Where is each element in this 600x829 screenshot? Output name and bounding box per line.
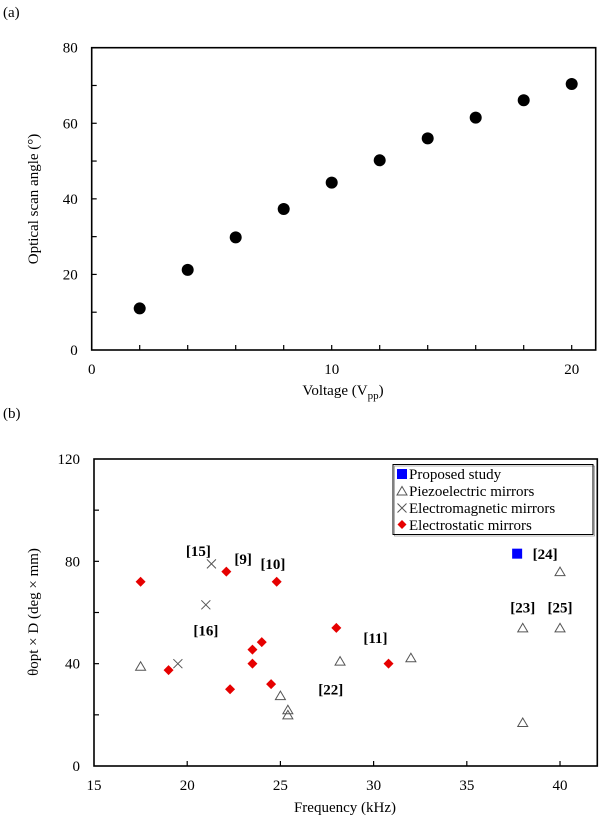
x-tick-label: 30 — [366, 778, 381, 794]
annotation-label: [15] — [186, 544, 211, 560]
annotation-label: [25] — [548, 601, 573, 617]
chart-b: 15 20 25 30 35 40 0 40 80 120 [15] [9] [10] [16] [22]… — [26, 452, 599, 816]
chart-b-x-axis-title: Frequency (kHz) — [294, 800, 396, 816]
data-point-piezoelectric-mirrors — [281, 709, 294, 720]
y-tick-label: 80 — [63, 41, 78, 57]
x-tick-label: 20 — [564, 362, 579, 378]
data-point-electrostatic-mirrors — [225, 684, 236, 695]
legend-item-electromagnetic: Electromagnetic mirrors — [397, 501, 555, 517]
data-point-electrostatic-mirrors — [247, 658, 258, 669]
y-tick-label: 80 — [65, 554, 80, 570]
annotation-label: [11] — [363, 631, 387, 647]
legend-item-electrostatic: Electrostatic mirrors — [397, 518, 532, 534]
red-diamond-icon — [397, 520, 407, 529]
data-point-electrostatic-mirrors — [331, 622, 342, 633]
legend-frame-shadow — [394, 465, 595, 537]
chart-b-annotations: [15] [9] [10] [16] [22] [11] [24] [23] [25] — [186, 544, 573, 698]
chart-b-tick-labels: 15 20 25 30 35 40 0 40 80 120 — [58, 452, 568, 794]
x-tick-label: 10 — [324, 362, 339, 378]
legend-label: Proposed study — [409, 467, 502, 483]
chart-b-points — [134, 548, 566, 728]
annotation-label: [23] — [510, 601, 535, 617]
y-tick-label: 40 — [65, 657, 80, 673]
data-point-piezoelectric-mirrors — [516, 622, 529, 633]
chart-a-frame — [90, 46, 597, 351]
legend-item-piezoelectric: Piezoelectric mirrors — [396, 484, 535, 500]
legend-item-proposed-study: Proposed study — [397, 467, 502, 483]
data-point-piezoelectric-mirrors — [554, 622, 566, 633]
data-point-piezoelectric-mirrors — [274, 690, 287, 701]
data-point-piezoelectric-mirrors — [554, 566, 566, 577]
data-point-electrostatic-mirrors — [163, 665, 174, 676]
triangle-icon — [396, 485, 408, 496]
data-point-measured — [229, 231, 242, 244]
x-tick-label: 15 — [87, 778, 102, 794]
chart-a-tick-labels: 0 10 20 0 20 40 60 80 — [63, 41, 580, 378]
data-point-electrostatic-mirrors — [221, 566, 232, 577]
data-point-measured — [373, 154, 386, 167]
data-point-measured — [421, 132, 434, 145]
data-point-measured — [469, 111, 482, 124]
cross-icon — [397, 503, 407, 513]
data-point-electromagnetic-mirrors — [206, 559, 217, 569]
annotation-label: [16] — [193, 624, 218, 640]
x-tick-label: 25 — [273, 778, 288, 794]
legend-frame — [392, 464, 594, 535]
x-tick-label: 0 — [88, 362, 96, 378]
chart-a-ticks — [91, 84, 573, 350]
data-point-electrostatic-mirrors — [256, 637, 267, 648]
data-point-piezoelectric-mirrors — [516, 717, 529, 728]
annotation-label: [9] — [234, 552, 252, 568]
annotation-label: [24] — [533, 547, 558, 563]
annotation-label: [10] — [260, 557, 285, 573]
chart-a-x-axis-title: Voltage (Vpp) — [302, 383, 383, 402]
legend-label: Piezoelectric mirrors — [409, 484, 535, 500]
y-tick-label: 40 — [63, 192, 78, 208]
data-point-measured — [325, 176, 338, 189]
y-tick-label: 0 — [73, 759, 81, 775]
panel-label-a: (a) — [3, 5, 20, 21]
x-tick-label: 35 — [459, 778, 474, 794]
data-point-electrostatic-mirrors — [266, 679, 277, 690]
panel-label-b: (b) — [3, 406, 21, 422]
x-tick-label: 40 — [553, 778, 568, 794]
data-point-piezoelectric-mirrors — [281, 704, 294, 715]
data-point-proposed-study — [512, 548, 523, 559]
data-point-measured — [517, 94, 530, 107]
data-point-electrostatic-mirrors — [383, 658, 394, 669]
blue-square-icon — [397, 469, 407, 479]
data-point-electromagnetic-mirrors — [173, 658, 183, 669]
data-point-piezoelectric-mirrors — [334, 655, 346, 666]
data-point-measured — [133, 302, 146, 315]
data-point-electrostatic-mirrors — [271, 576, 282, 587]
y-tick-label: 60 — [63, 116, 78, 132]
data-point-measured — [277, 203, 290, 216]
chart-a: 0 10 20 0 20 40 60 80 Voltage (Vpp) Optical sca… — [26, 41, 597, 402]
chart-b-y-axis-title: θopt × D (deg × mm) — [26, 548, 42, 676]
y-tick-label: 20 — [63, 267, 78, 283]
y-tick-label: 120 — [58, 452, 81, 468]
annotation-label: [22] — [318, 682, 343, 698]
chart-b-ticks — [94, 509, 561, 766]
data-point-measured — [565, 77, 578, 90]
y-tick-label: 0 — [70, 343, 78, 359]
data-point-measured — [181, 263, 194, 276]
x-tick-label: 20 — [180, 778, 195, 794]
chart-a-y-axis-title: Optical scan angle (°) — [26, 134, 42, 265]
data-point-piezoelectric-mirrors — [134, 660, 147, 671]
data-point-electrostatic-mirrors — [247, 644, 258, 655]
legend-label: Electromagnetic mirrors — [409, 501, 555, 517]
chart-b-legend: Proposed study Piezoelectric mirrors Ele… — [392, 464, 595, 537]
data-point-electrostatic-mirrors — [135, 576, 146, 587]
data-point-piezoelectric-mirrors — [405, 652, 417, 663]
chart-a-points — [133, 77, 578, 315]
legend-label: Electrostatic mirrors — [409, 518, 532, 534]
data-point-electromagnetic-mirrors — [200, 599, 211, 610]
